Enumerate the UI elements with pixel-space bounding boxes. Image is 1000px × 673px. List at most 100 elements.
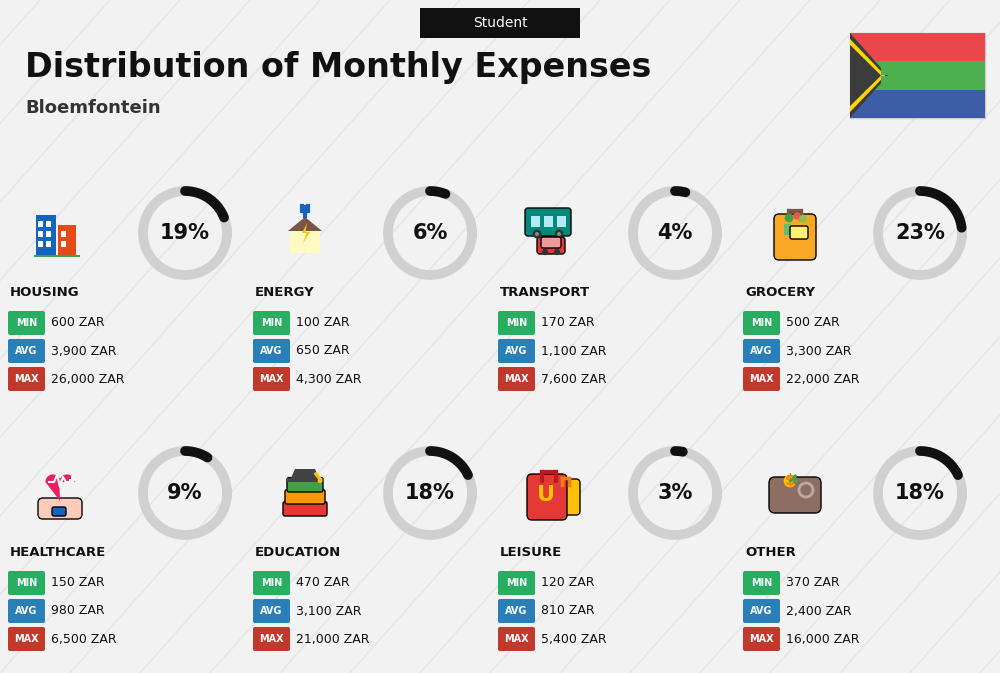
Text: 22,000 ZAR: 22,000 ZAR <box>786 372 860 386</box>
Text: 4%: 4% <box>657 223 693 243</box>
FancyBboxPatch shape <box>498 339 535 363</box>
Text: 100 ZAR: 100 ZAR <box>296 316 350 330</box>
Text: MAX: MAX <box>14 634 39 644</box>
Text: MIN: MIN <box>261 318 282 328</box>
Bar <box>784 224 791 235</box>
Text: MAX: MAX <box>259 374 284 384</box>
Text: 600 ZAR: 600 ZAR <box>51 316 105 330</box>
Text: 2,400 ZAR: 2,400 ZAR <box>786 604 852 618</box>
Text: OTHER: OTHER <box>745 546 796 559</box>
Bar <box>71 476 74 483</box>
Text: MIN: MIN <box>751 578 772 588</box>
Bar <box>420 8 580 38</box>
FancyBboxPatch shape <box>8 571 45 595</box>
Polygon shape <box>850 45 881 106</box>
FancyBboxPatch shape <box>8 599 45 623</box>
Bar <box>46 221 51 227</box>
Bar <box>38 231 43 237</box>
FancyBboxPatch shape <box>498 571 535 595</box>
Text: HEALTHCARE: HEALTHCARE <box>10 546 106 559</box>
Text: AVG: AVG <box>260 346 283 356</box>
Text: AVG: AVG <box>750 346 773 356</box>
FancyBboxPatch shape <box>498 599 535 623</box>
Text: U: U <box>537 485 555 505</box>
Bar <box>531 216 540 227</box>
Text: TRANSPORT: TRANSPORT <box>500 287 590 299</box>
Text: 980 ZAR: 980 ZAR <box>51 604 105 618</box>
Circle shape <box>799 215 807 223</box>
Text: 6%: 6% <box>412 223 448 243</box>
FancyBboxPatch shape <box>537 237 565 254</box>
Bar <box>557 216 566 227</box>
Text: 19%: 19% <box>160 223 210 243</box>
Text: MIN: MIN <box>506 318 527 328</box>
Text: 26,000 ZAR: 26,000 ZAR <box>51 372 124 386</box>
FancyBboxPatch shape <box>287 478 323 492</box>
Text: MIN: MIN <box>506 578 527 588</box>
Bar <box>850 33 985 61</box>
Text: 170 ZAR: 170 ZAR <box>541 316 595 330</box>
FancyBboxPatch shape <box>498 311 535 335</box>
Bar <box>58 225 76 255</box>
Polygon shape <box>45 474 75 501</box>
FancyBboxPatch shape <box>285 489 325 504</box>
Circle shape <box>533 229 541 238</box>
Bar <box>850 61 985 90</box>
FancyBboxPatch shape <box>769 477 821 513</box>
FancyBboxPatch shape <box>8 627 45 651</box>
Text: AVG: AVG <box>15 346 38 356</box>
Bar <box>850 90 985 118</box>
Text: ENERGY: ENERGY <box>255 287 315 299</box>
FancyBboxPatch shape <box>52 507 66 516</box>
Text: AVG: AVG <box>505 346 528 356</box>
Text: 18%: 18% <box>405 483 455 503</box>
Polygon shape <box>881 76 985 90</box>
Text: 1,100 ZAR: 1,100 ZAR <box>541 345 606 357</box>
FancyBboxPatch shape <box>283 501 327 516</box>
FancyBboxPatch shape <box>253 599 290 623</box>
Text: 120 ZAR: 120 ZAR <box>541 577 594 590</box>
Circle shape <box>793 213 801 219</box>
Text: 23%: 23% <box>895 223 945 243</box>
Bar <box>61 241 66 247</box>
Polygon shape <box>302 223 310 243</box>
Text: 4,300 ZAR: 4,300 ZAR <box>296 372 362 386</box>
Bar <box>287 478 323 482</box>
Text: $: $ <box>785 474 795 489</box>
Text: MAX: MAX <box>749 374 774 384</box>
Text: HOUSING: HOUSING <box>10 287 80 299</box>
Polygon shape <box>850 39 885 112</box>
Bar <box>69 479 76 481</box>
Bar <box>544 216 553 227</box>
Text: 3,100 ZAR: 3,100 ZAR <box>296 604 362 618</box>
FancyBboxPatch shape <box>253 571 290 595</box>
Bar <box>290 231 320 253</box>
Circle shape <box>542 249 548 255</box>
Circle shape <box>800 485 812 495</box>
FancyBboxPatch shape <box>743 367 780 391</box>
FancyBboxPatch shape <box>498 627 535 651</box>
Text: 3,300 ZAR: 3,300 ZAR <box>786 345 852 357</box>
Text: AVG: AVG <box>505 606 528 616</box>
Text: 650 ZAR: 650 ZAR <box>296 345 350 357</box>
Text: MIN: MIN <box>16 578 37 588</box>
Polygon shape <box>850 33 888 118</box>
FancyBboxPatch shape <box>850 33 985 118</box>
Text: 370 ZAR: 370 ZAR <box>786 577 840 590</box>
Polygon shape <box>291 469 319 478</box>
Polygon shape <box>881 61 985 75</box>
FancyBboxPatch shape <box>541 237 561 248</box>
FancyBboxPatch shape <box>525 208 571 236</box>
Circle shape <box>318 479 322 483</box>
Text: MAX: MAX <box>14 374 39 384</box>
Text: LEISURE: LEISURE <box>500 546 562 559</box>
Circle shape <box>798 482 814 499</box>
FancyBboxPatch shape <box>8 311 45 335</box>
Bar <box>38 241 43 247</box>
FancyBboxPatch shape <box>253 627 290 651</box>
FancyBboxPatch shape <box>8 339 45 363</box>
Text: GROCERY: GROCERY <box>745 287 815 299</box>
Text: 9%: 9% <box>167 483 203 503</box>
FancyBboxPatch shape <box>38 498 82 519</box>
Text: 500 ZAR: 500 ZAR <box>786 316 840 330</box>
